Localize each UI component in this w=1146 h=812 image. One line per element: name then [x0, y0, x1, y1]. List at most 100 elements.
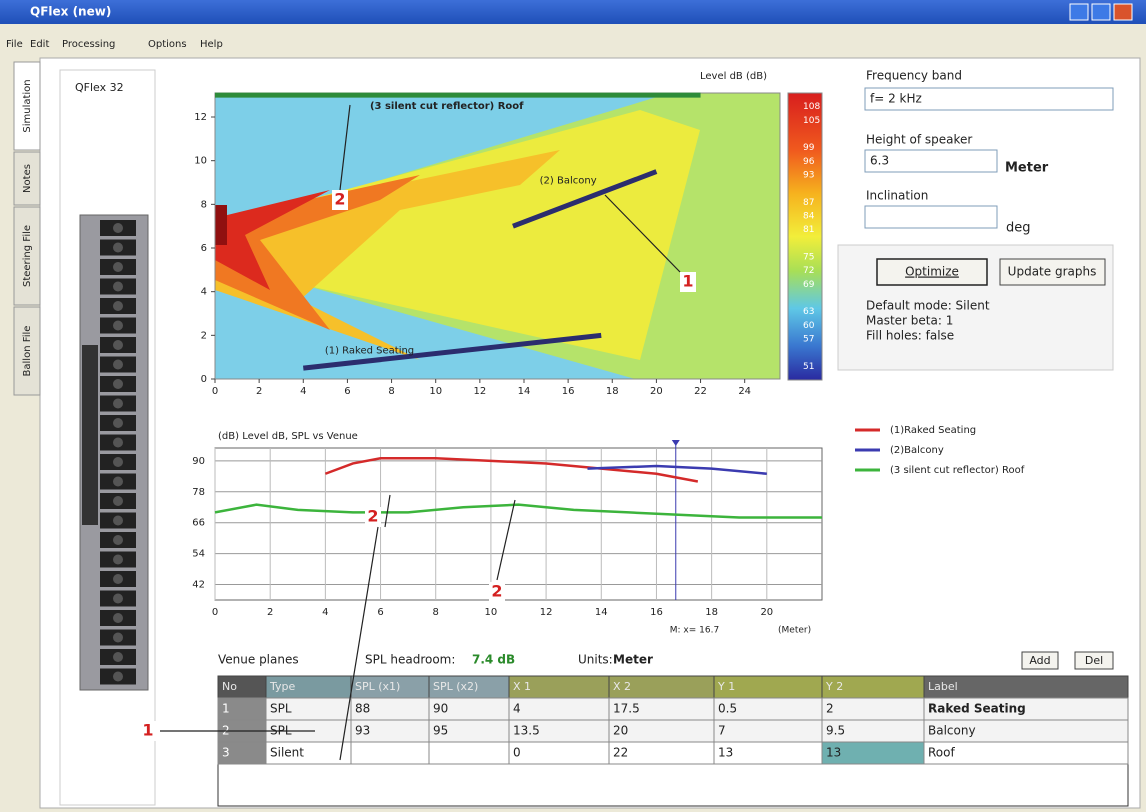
button-label[interactable]: Optimize — [905, 265, 959, 279]
cell-text[interactable]: 7 — [718, 724, 726, 738]
speaker-cone — [113, 398, 123, 409]
unit-label: deg — [1006, 221, 1031, 236]
header-label: Y 2 — [825, 680, 843, 693]
x-tick-label: 8 — [388, 386, 394, 397]
cell-text[interactable]: 0.5 — [718, 702, 737, 716]
colorbar-tick-label: 84 — [803, 212, 815, 222]
button[interactable] — [876, 258, 988, 286]
table-cell[interactable] — [508, 741, 610, 765]
cell-text[interactable]: 13 — [826, 746, 841, 760]
venue-plane — [303, 332, 602, 371]
arrow — [384, 494, 391, 528]
x-tick-label: 18 — [705, 607, 718, 618]
cell-text[interactable]: Silent — [270, 746, 304, 760]
menu-item[interactable]: Processing — [62, 39, 115, 50]
colorbar-tick-label: 72 — [803, 266, 814, 276]
x-tick-label: 12 — [540, 607, 553, 618]
menu-item[interactable]: Options — [148, 39, 187, 50]
cell-text[interactable]: Roof — [928, 746, 955, 760]
speaker-cone — [113, 593, 123, 604]
cell-text[interactable]: 0 — [513, 746, 521, 760]
x-tick-label: 2 — [267, 607, 273, 618]
cell-text[interactable]: 20 — [613, 724, 628, 738]
x-tick-label: 18 — [606, 386, 619, 397]
annotation-box — [140, 721, 156, 741]
speaker-cone — [113, 496, 123, 506]
table-cell[interactable] — [350, 741, 430, 765]
tab[interactable] — [13, 151, 41, 206]
cell-text[interactable]: 1 — [222, 702, 230, 716]
tab[interactable] — [13, 61, 41, 151]
colorbar-tick-label: 51 — [803, 362, 814, 372]
tab-label[interactable]: Notes — [22, 164, 33, 193]
unit-label: Meter — [1005, 161, 1049, 176]
spin-input[interactable] — [864, 149, 998, 173]
maximize-button[interactable] — [1091, 3, 1111, 21]
speaker-cone — [113, 359, 123, 370]
cell-text[interactable]: Balcony — [928, 724, 976, 738]
y-tick-label: 2 — [201, 330, 207, 341]
button-label[interactable]: Del — [1085, 654, 1103, 667]
tab[interactable] — [13, 306, 41, 396]
x-tick-label: 22 — [694, 386, 707, 397]
cell-text[interactable]: 95 — [433, 724, 448, 738]
cell-text[interactable]: SPL — [270, 702, 292, 716]
cell-text[interactable]: 2 — [826, 702, 834, 716]
button-label[interactable]: Add — [1029, 654, 1050, 667]
spin-value[interactable]: 6.3 — [870, 154, 889, 168]
colorbar-title: Level dB (dB) — [700, 71, 767, 82]
minimize-button[interactable] — [1069, 3, 1089, 21]
cell-text[interactable]: 17.5 — [613, 702, 640, 716]
annotation-box — [680, 272, 696, 292]
title-bar — [0, 0, 1146, 24]
speaker-cone — [113, 262, 123, 272]
button[interactable] — [999, 258, 1106, 286]
speaker-cone — [113, 457, 123, 467]
cell-text[interactable]: 90 — [433, 702, 448, 716]
cell-text[interactable]: 13.5 — [513, 724, 540, 738]
colorbar-tick-label: 93 — [803, 171, 814, 181]
y-tick-label: 10 — [194, 156, 207, 167]
tab[interactable] — [13, 206, 41, 306]
dropdown-value[interactable]: f= 2 kHz — [870, 92, 922, 106]
menu-item[interactable]: Help — [200, 39, 223, 50]
table-cell[interactable] — [821, 697, 925, 721]
tab-label[interactable]: Steering File — [22, 225, 33, 287]
speaker-cone — [113, 476, 123, 487]
heatmap-field — [215, 93, 780, 379]
colorbar-tick-label: 87 — [803, 198, 814, 208]
cell-text[interactable]: 9.5 — [826, 724, 845, 738]
series-line — [324, 457, 699, 483]
legend-label: (3 silent cut reflector) Roof — [890, 465, 1025, 476]
colorbar — [787, 92, 823, 381]
cell-text[interactable]: 3 — [222, 746, 230, 760]
speaker-cone — [113, 535, 123, 545]
y-tick-label: 78 — [192, 487, 205, 498]
button-label[interactable]: Update graphs — [1008, 265, 1097, 279]
dropdown[interactable] — [864, 87, 1114, 111]
spin-input[interactable] — [864, 205, 998, 229]
table-cell[interactable] — [923, 741, 1129, 765]
y-tick-label: 4 — [201, 287, 207, 298]
button[interactable] — [1021, 651, 1059, 670]
menu-item[interactable]: File — [6, 39, 23, 50]
table-cell[interactable] — [713, 719, 823, 743]
tab-label[interactable]: Simulation — [22, 79, 33, 132]
menu-item[interactable]: Edit — [30, 39, 49, 50]
arrow — [339, 104, 351, 191]
cell-text[interactable]: 93 — [355, 724, 370, 738]
cell-text[interactable]: 88 — [355, 702, 370, 716]
x-tick-label: 14 — [518, 386, 531, 397]
cell-text[interactable]: 13 — [718, 746, 733, 760]
close-button[interactable] — [1113, 3, 1133, 21]
arrow — [604, 194, 681, 273]
table-cell[interactable] — [428, 741, 510, 765]
cell-text[interactable]: 4 — [513, 702, 521, 716]
button[interactable] — [1074, 651, 1114, 670]
table-cell[interactable] — [508, 697, 610, 721]
cell-text[interactable]: Raked Seating — [928, 702, 1026, 716]
speaker-tweeters — [82, 345, 98, 525]
cursor-handle[interactable] — [671, 440, 680, 446]
cell-text[interactable]: 22 — [613, 746, 628, 760]
tab-label[interactable]: Ballon File — [22, 326, 33, 377]
